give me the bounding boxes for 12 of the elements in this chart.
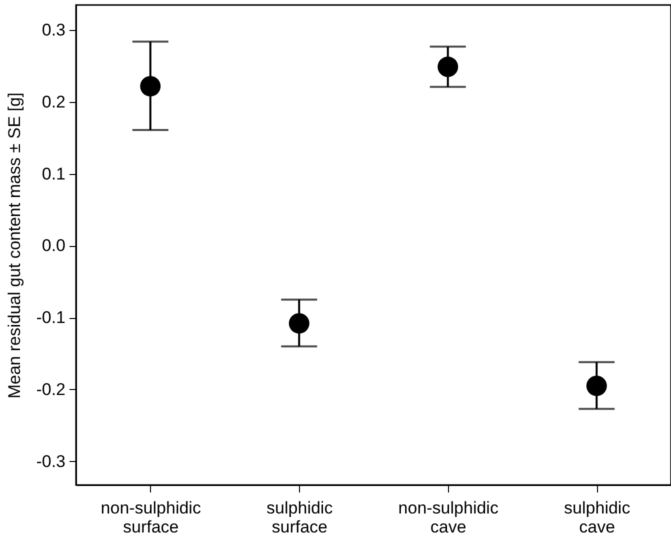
x-tick-label: sulphidic surface — [266, 498, 334, 536]
y-axis-title: Mean residual gut content mass ± SE [g] — [5, 92, 24, 399]
y-tick-label: 0.1 — [42, 164, 66, 184]
y-tick-label: -0.3 — [36, 452, 66, 471]
y-tick-label: 0.0 — [42, 236, 66, 256]
x-tick-label: non-sulphidic surface — [100, 498, 202, 536]
y-tick-label: -0.1 — [36, 308, 66, 328]
x-tick-label: non-sulphidic cave — [398, 498, 499, 536]
y-tick-label: 0.2 — [42, 92, 66, 112]
y-tick-label: 0.3 — [42, 20, 66, 40]
y-tick-label: -0.2 — [36, 380, 66, 399]
x-tick-label: sulphidic cave — [564, 498, 631, 536]
